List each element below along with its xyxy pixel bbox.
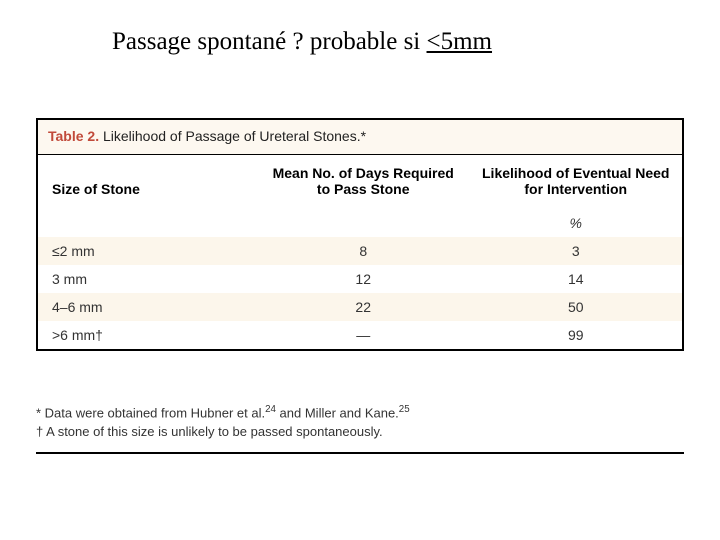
th-likelihood: Likelihood of Eventual Need for Interven…	[469, 155, 682, 213]
title-prefix: Passage spontané ? probable si	[112, 28, 427, 55]
cell: 4–6 mm	[38, 293, 257, 321]
cell: 50	[469, 293, 682, 321]
title-underlined: <5mm	[427, 28, 493, 55]
cell: 14	[469, 265, 682, 293]
footnote-2: † A stone of this size is unlikely to be…	[36, 423, 684, 441]
fn1-sup1: 24	[265, 404, 276, 415]
cell: 3	[469, 237, 682, 265]
slide-title: Passage spontané ? probable si <5mm	[112, 28, 492, 56]
table-label: Table 2.	[48, 128, 99, 144]
cell: >6 mm†	[38, 321, 257, 349]
table-row: ≤2 mm 8 3	[38, 237, 682, 265]
fn1-sup2: 25	[399, 404, 410, 415]
footnotes: * Data were obtained from Hubner et al.2…	[36, 396, 684, 441]
pct-2: %	[469, 213, 682, 237]
pct-0	[38, 213, 257, 237]
table-caption: Table 2. Likelihood of Passage of Ureter…	[38, 120, 682, 155]
th-size: Size of Stone	[38, 155, 257, 213]
cell: 99	[469, 321, 682, 349]
cell: 8	[257, 237, 470, 265]
table-desc: Likelihood of Passage of Ureteral Stones…	[99, 128, 366, 144]
fn1-mid: and Miller and Kane.	[276, 405, 399, 420]
cell: 3 mm	[38, 265, 257, 293]
th-days: Mean No. of Days Required to Pass Stone	[257, 155, 470, 213]
percent-row: %	[38, 213, 682, 237]
cell: 22	[257, 293, 470, 321]
cell: ≤2 mm	[38, 237, 257, 265]
bottom-rule	[36, 452, 684, 454]
pct-1	[257, 213, 470, 237]
table-row: 4–6 mm 22 50	[38, 293, 682, 321]
stone-table: Size of Stone Mean No. of Days Required …	[38, 155, 682, 349]
table-container: Table 2. Likelihood of Passage of Ureter…	[36, 118, 684, 351]
footnote-1: * Data were obtained from Hubner et al.2…	[36, 403, 684, 422]
cell: —	[257, 321, 470, 349]
table-row: 3 mm 12 14	[38, 265, 682, 293]
table-header-row: Size of Stone Mean No. of Days Required …	[38, 155, 682, 213]
cell: 12	[257, 265, 470, 293]
table-row: >6 mm† — 99	[38, 321, 682, 349]
fn1-pre: * Data were obtained from Hubner et al.	[36, 405, 265, 420]
